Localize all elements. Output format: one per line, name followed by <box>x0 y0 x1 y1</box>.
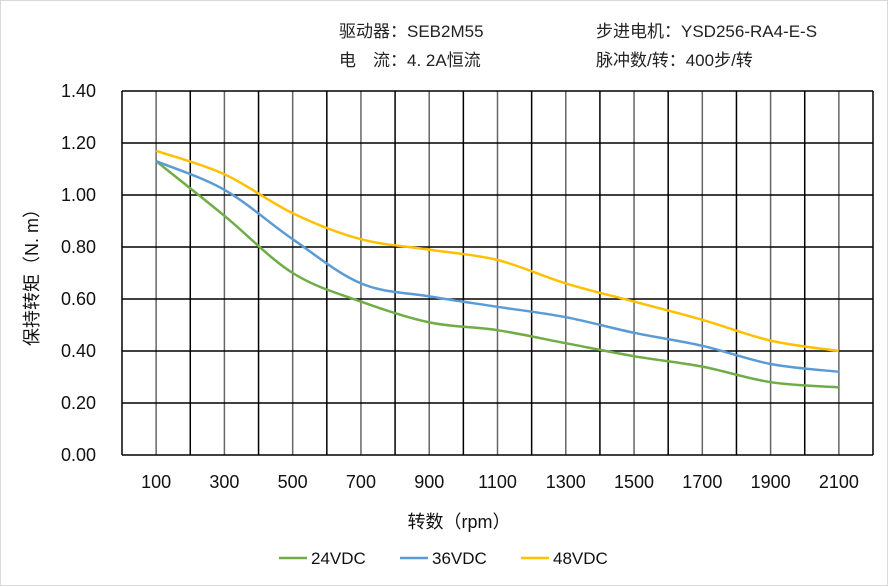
x-tick-label: 900 <box>414 472 444 492</box>
x-tick-label: 1500 <box>614 472 654 492</box>
y-axis-label: 保持转矩（N. m） <box>22 200 42 346</box>
x-tick-label: 500 <box>278 472 308 492</box>
x-tick-label: 700 <box>346 472 376 492</box>
y-tick-label: 0.40 <box>61 341 96 361</box>
current-label: 电 流：4. 2A恒流 <box>339 51 481 70</box>
y-tick-label: 1.40 <box>61 81 96 101</box>
x-tick-label: 100 <box>141 472 171 492</box>
y-tick-label: 0.80 <box>61 237 96 257</box>
y-tick-label: 0.00 <box>61 445 96 465</box>
pulses-label: 脉冲数/转：400步/转 <box>596 51 753 70</box>
x-tick-label: 1300 <box>546 472 586 492</box>
legend-label: 24VDC <box>311 549 366 568</box>
y-tick-label: 1.00 <box>61 185 96 205</box>
y-tick-label: 1.20 <box>61 133 96 153</box>
x-tick-label: 1700 <box>682 472 722 492</box>
x-tick-label: 1900 <box>751 472 791 492</box>
legend-label: 36VDC <box>432 549 487 568</box>
x-tick-label: 300 <box>209 472 239 492</box>
driver-label: 驱动器：SEB2M55 <box>339 22 484 41</box>
x-axis-label: 转数（rpm） <box>408 512 511 532</box>
series-line-36vdc <box>155 160 840 374</box>
series-line-24vdc <box>155 160 839 389</box>
x-tick-label: 2100 <box>819 472 859 492</box>
series-line-48vdc <box>155 149 840 353</box>
legend-label: 48VDC <box>553 549 608 568</box>
y-tick-label: 0.60 <box>61 289 96 309</box>
motor-label: 步进电机：YSD256-RA4-E-S <box>596 22 818 41</box>
y-tick-label: 0.20 <box>61 393 96 413</box>
x-tick-label: 1100 <box>478 472 517 492</box>
